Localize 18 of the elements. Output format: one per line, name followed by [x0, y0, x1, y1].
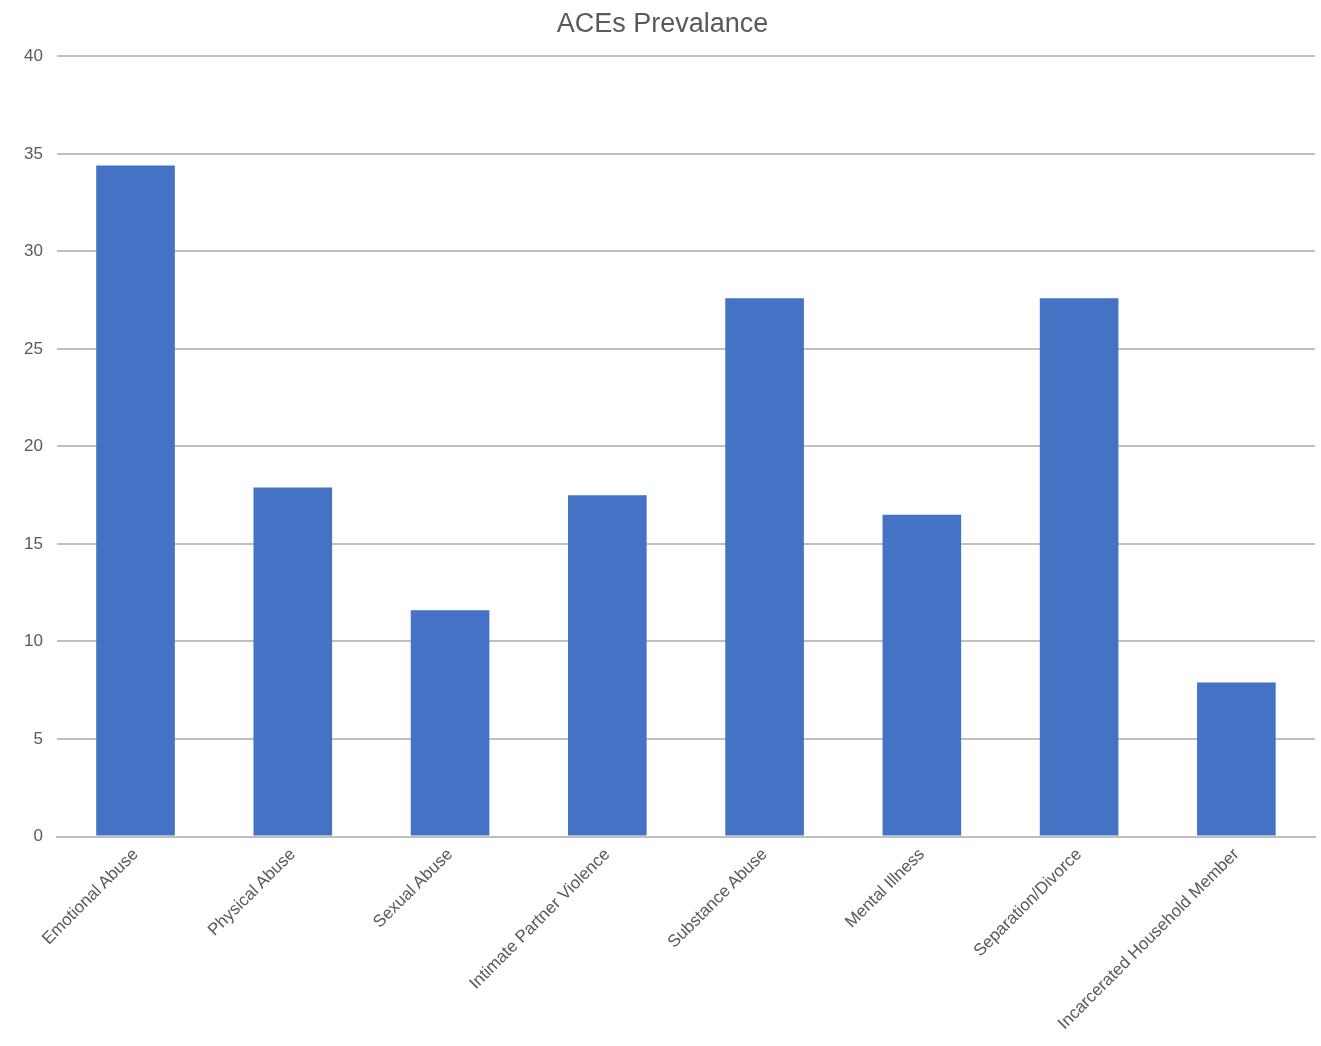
bar — [1197, 682, 1276, 836]
bar — [253, 487, 333, 836]
y-tick-label: 5 — [33, 728, 43, 748]
y-tick-label: 35 — [23, 143, 43, 163]
bar — [725, 298, 804, 836]
y-tick-label: 0 — [33, 826, 43, 846]
chart-title: ACEs Prevalance — [556, 7, 769, 38]
bar — [1039, 298, 1119, 836]
y-tick-label: 30 — [23, 241, 43, 261]
y-tick-label: 40 — [23, 46, 43, 66]
y-tick-label: 15 — [23, 533, 43, 553]
y-tick-label: 25 — [23, 338, 43, 358]
bar — [568, 495, 647, 836]
bar — [96, 165, 175, 836]
bar — [882, 514, 962, 836]
y-tick-label: 20 — [23, 436, 43, 456]
y-tick-label: 10 — [23, 631, 43, 651]
bar — [410, 610, 490, 836]
